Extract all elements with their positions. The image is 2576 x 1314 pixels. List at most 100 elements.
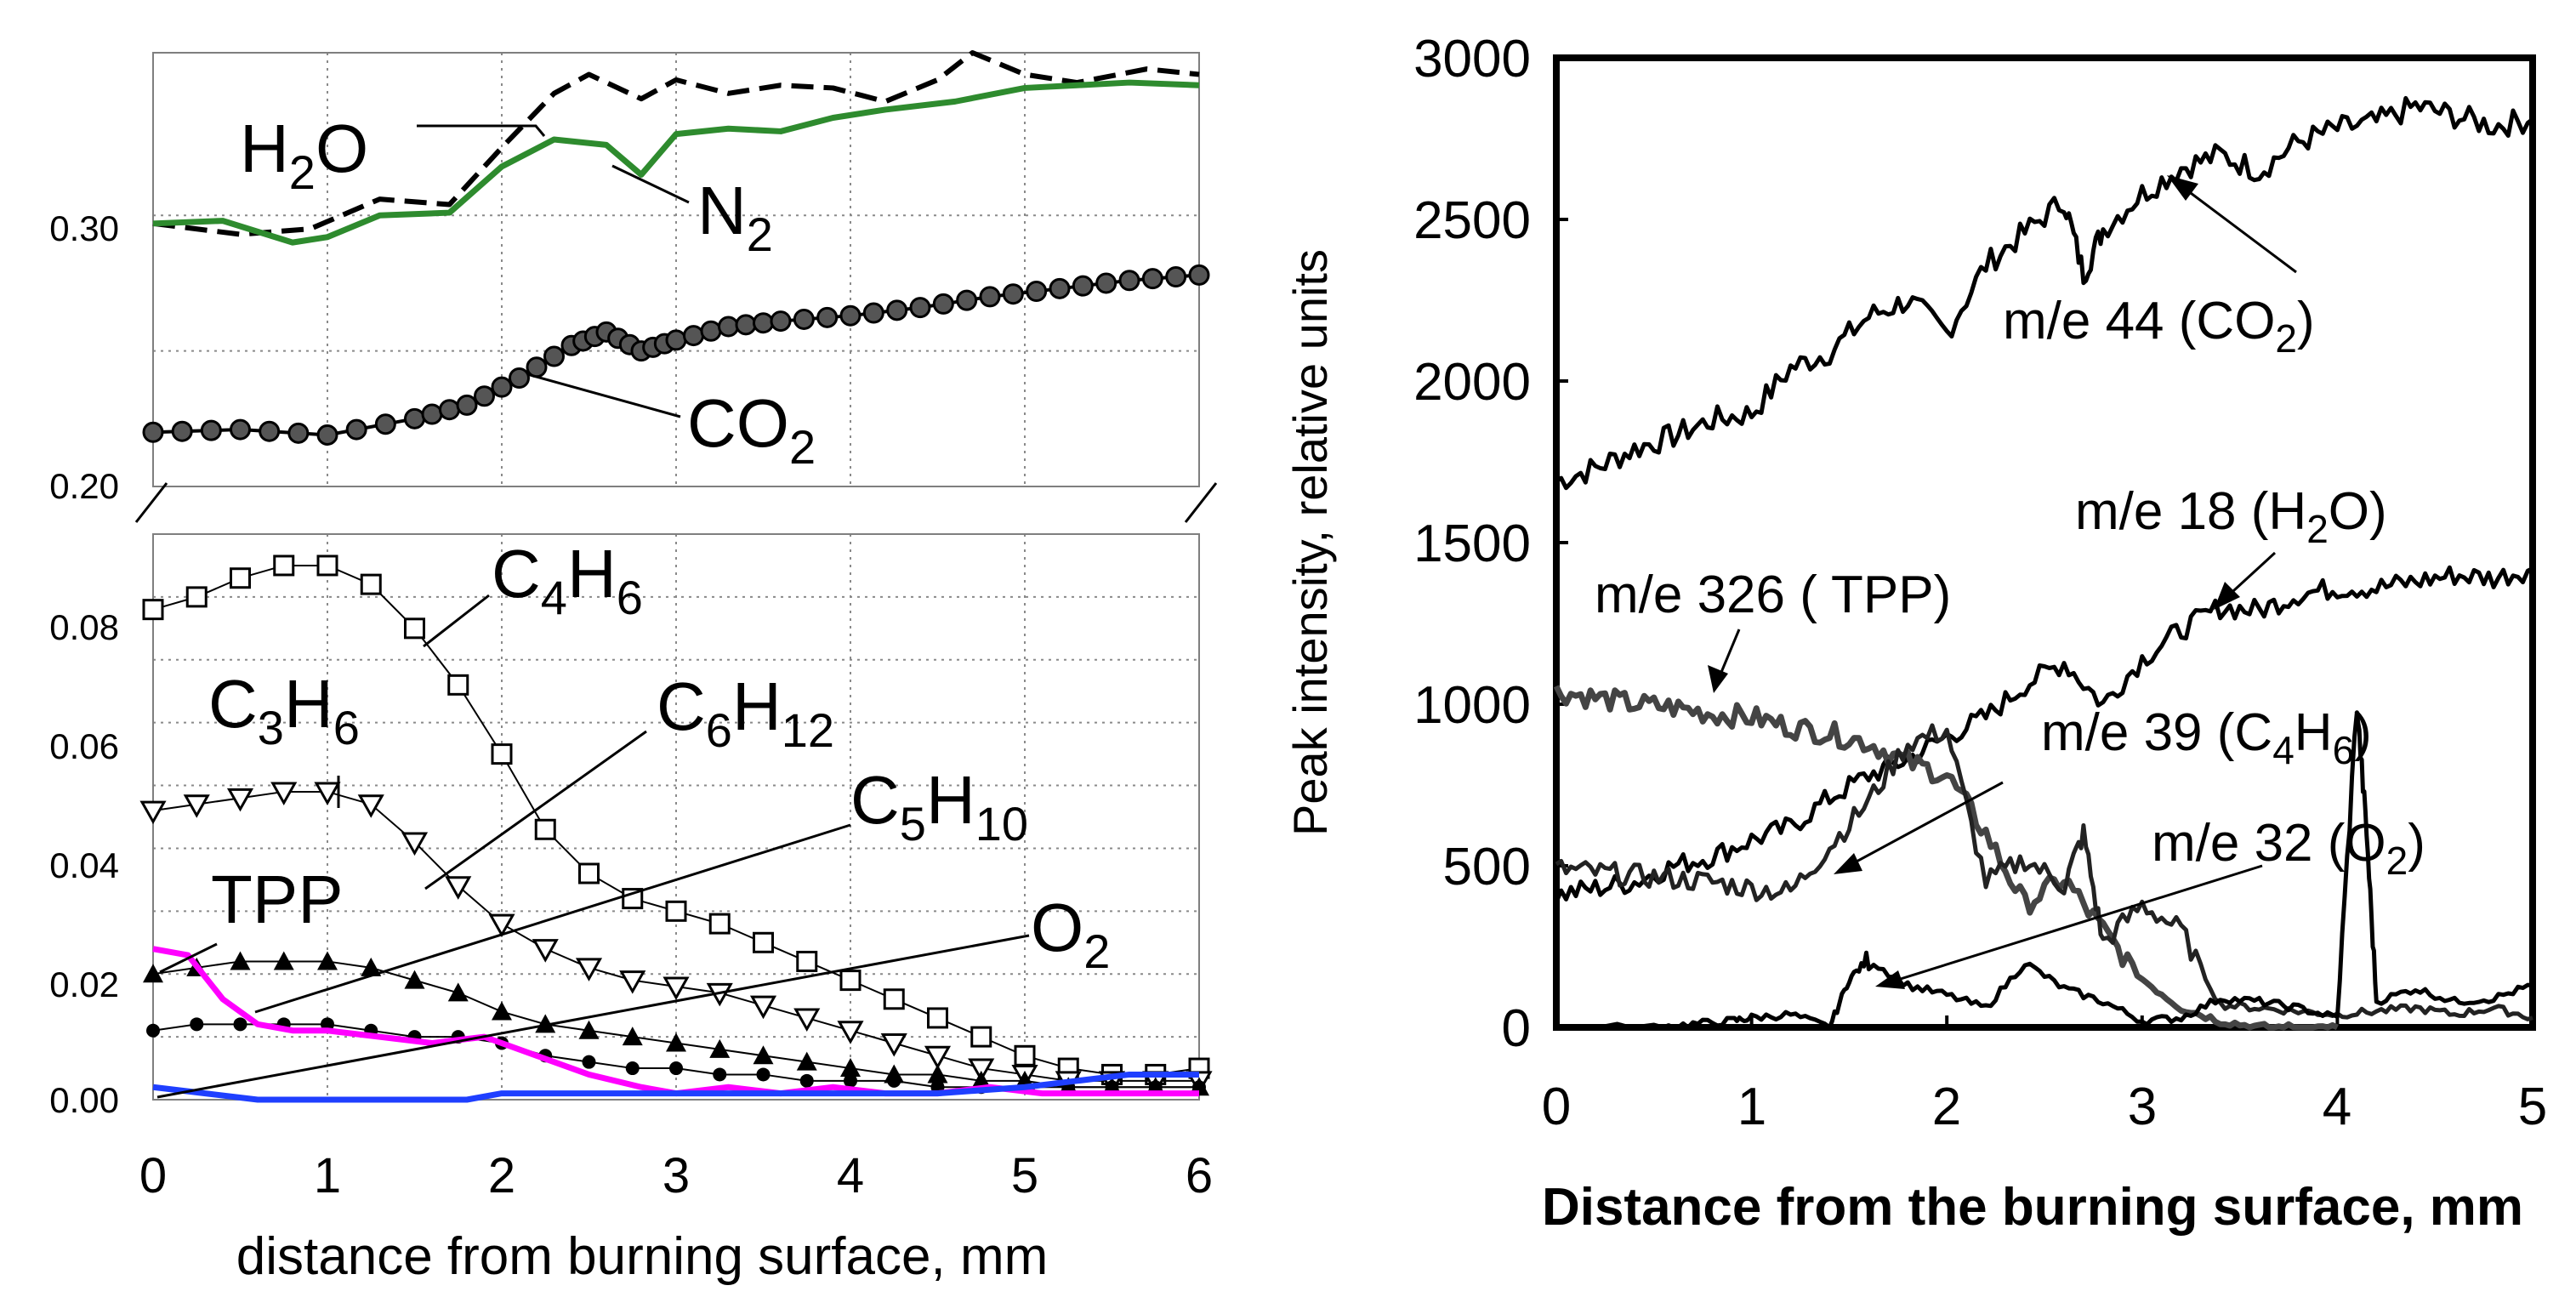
axis-break-right (1184, 482, 1218, 523)
lower-point-c4h6 (927, 1007, 948, 1029)
left-x-tick-1: 1 (314, 1148, 341, 1203)
right-y-tick-3000: 3000 (1413, 30, 1531, 88)
label-me44-co2: m/e 44 (CO2) (2003, 292, 2315, 361)
lower-point-c6h12 (230, 951, 251, 970)
upper-point-co2 (474, 385, 495, 407)
left-x-tick-4: 4 (837, 1148, 864, 1203)
upper-point-co2 (718, 316, 739, 338)
upper-point-co2 (1002, 283, 1024, 305)
lower-point-c5h10 (713, 1067, 727, 1082)
lower-series-line-o2 (152, 1071, 1199, 1103)
right-x-tick-5: 5 (2518, 1078, 2547, 1136)
lower-point-c6h12 (709, 1038, 731, 1058)
upper-point-co2 (456, 394, 478, 416)
upper-series-line-h2o (152, 50, 1200, 237)
right-chart: 3000 2500 2000 1500 1000 500 0 0 1 2 3 4… (1283, 30, 2547, 1237)
lower-point-c3h6 (662, 976, 690, 1001)
left-x-tick-5: 5 (1011, 1148, 1038, 1203)
right-x-tick-1: 1 (1737, 1078, 1766, 1136)
upper-point-co2 (316, 424, 338, 446)
upper-point-co2 (287, 422, 310, 444)
upper-point-co2 (956, 289, 978, 311)
label-n2: N2 (697, 173, 773, 261)
leader-tpp (159, 942, 218, 974)
arrow-h2o (2214, 551, 2277, 610)
right-series-line-m-e-32-o2 (1555, 710, 2533, 1030)
lower-y-tick-006: 0.06 (49, 726, 119, 766)
upper-point-co2 (793, 308, 815, 330)
label-c3h6: C3H6 (208, 666, 360, 754)
right-series-line-m-e-18-h2o (1554, 565, 2534, 903)
right-y-tick-2000: 2000 (1413, 353, 1531, 412)
lower-panel-grid (153, 534, 1199, 1100)
lower-point-c5h10 (799, 1073, 814, 1088)
right-y-tick-500: 500 (1443, 838, 1531, 896)
left-x-tick-0: 0 (139, 1148, 167, 1203)
upper-panel-grid (153, 53, 1199, 486)
lower-point-c6h12 (840, 1058, 861, 1078)
arrow-tpp (1708, 629, 1741, 693)
upper-point-co2 (979, 286, 1001, 308)
upper-point-co2 (509, 367, 530, 389)
left-x-axis-title: distance from burning surface, mm (236, 1227, 1049, 1286)
right-y-tick-1500: 1500 (1413, 515, 1531, 573)
lower-y-tick-002: 0.02 (49, 964, 119, 1004)
leader-h2o (417, 124, 546, 137)
label-me39-c4h6: m/e 39 (C4H6) (2041, 703, 2372, 772)
label-me32-o2: m/e 32 (O2) (2152, 814, 2425, 883)
leader-o2 (156, 934, 1030, 1099)
label-me326-tpp: m/e 326 ( TPP) (1595, 566, 1951, 624)
label-c4h6: C4H6 (492, 536, 643, 624)
label-co2: CO2 (687, 385, 816, 474)
lower-point-c3h6 (968, 1058, 995, 1083)
arrow-co2 (2167, 175, 2297, 274)
lower-point-c6h12 (492, 1001, 512, 1021)
upper-point-co2 (142, 421, 164, 443)
upper-point-co2 (753, 312, 774, 334)
label-c6h12: C6H12 (657, 668, 834, 757)
lower-point-c3h6 (880, 1033, 907, 1057)
left-x-tick-3: 3 (662, 1148, 690, 1203)
right-x-tick-3: 3 (2128, 1078, 2157, 1136)
lower-point-c6h12 (753, 1045, 774, 1065)
right-series-line-m-e-326-tpp (1553, 685, 2339, 1031)
lower-point-c4h6 (708, 913, 731, 935)
lower-point-c3h6 (183, 794, 210, 818)
upper-point-co2 (345, 418, 367, 441)
upper-point-co2 (543, 345, 565, 367)
right-x-tick-4: 4 (2323, 1078, 2351, 1136)
lower-series-layer (139, 555, 1213, 1103)
lower-point-c6h12 (361, 957, 382, 976)
lower-point-c4h6 (578, 862, 600, 885)
left-x-tick-6: 6 (1186, 1148, 1213, 1203)
lower-point-c5h10 (844, 1073, 857, 1088)
lower-point-c6h12 (927, 1064, 948, 1084)
lower-point-c6h12 (447, 982, 469, 1002)
leader-c5h10 (254, 823, 851, 1014)
leader-co2 (526, 373, 681, 418)
arrow-o2 (1875, 864, 2263, 989)
upper-point-co2 (932, 293, 954, 315)
upper-point-co2 (770, 310, 792, 333)
upper-point-co2 (421, 403, 443, 425)
lower-point-c3h6 (575, 958, 603, 981)
arrow-c4h6 (1834, 781, 2004, 874)
upper-point-co2 (171, 420, 193, 442)
upper-point-co2 (1118, 270, 1140, 292)
lower-point-c4h6 (447, 674, 469, 696)
upper-point-co2 (230, 418, 251, 441)
lower-point-c4h6 (1014, 1044, 1036, 1067)
label-me18-h2o: m/e 18 (H2O) (2075, 482, 2387, 551)
lower-point-c4h6 (404, 617, 425, 640)
right-y-tick-1000: 1000 (1413, 676, 1531, 735)
upper-point-co2 (862, 302, 884, 324)
lower-point-c5h10 (582, 1055, 596, 1069)
leader-c4h6 (423, 594, 490, 648)
lower-point-c4h6 (360, 573, 382, 595)
lower-point-c6h12 (143, 964, 163, 983)
lower-point-c3h6 (139, 800, 167, 825)
lower-point-c4h6 (970, 1026, 992, 1048)
lower-point-c3h6 (837, 1021, 864, 1044)
label-o2: O2 (1031, 890, 1110, 978)
